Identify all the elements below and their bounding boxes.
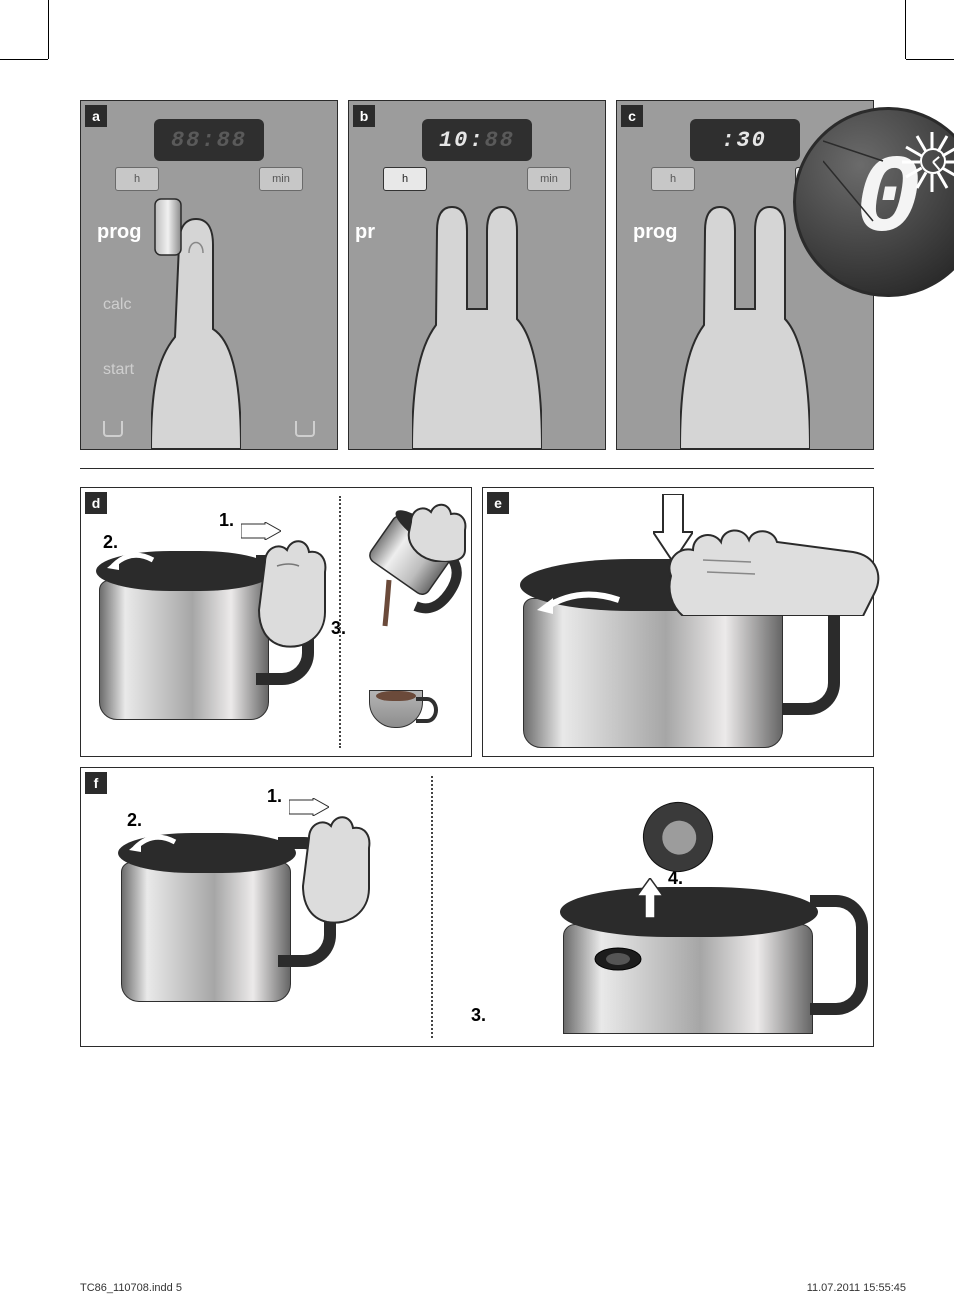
bot-row: f 1. 2. 3. 4. (80, 767, 874, 1047)
lid-hole-icon (593, 946, 643, 972)
crop-mark (0, 59, 48, 60)
cup-icon (103, 421, 123, 437)
lcd-text: 10: (439, 128, 485, 153)
panel-a: a 88:88 h min prog calc start (80, 100, 338, 450)
hand-grip-icon (255, 532, 335, 652)
lid-flap-icon (634, 793, 722, 881)
hand-grip-icon (299, 808, 379, 928)
panel-b: b 10:88 h min pr (348, 100, 606, 450)
panel-tag-b: b (353, 105, 375, 127)
hand-press-icon (663, 506, 883, 616)
footer-file: TC86_110708.indd 5 (80, 1282, 182, 1294)
prog-label: prog (97, 221, 141, 244)
hand-two-fingers-icon (412, 189, 542, 449)
dotted-divider (431, 776, 433, 1038)
carafe-icon (121, 862, 291, 1002)
panel-d: d 1. 2. 3. (80, 487, 472, 757)
top-row: a 88:88 h min prog calc start (80, 100, 874, 450)
hand-two-fingers-icon (680, 189, 810, 449)
prog-slider-icon[interactable] (153, 197, 183, 257)
dotted-divider (339, 496, 341, 748)
footer-stamp: 11.07.2011 15:55:45 (807, 1282, 906, 1294)
minute-button[interactable]: min (259, 167, 303, 191)
hour-button[interactable]: h (651, 167, 695, 191)
lift-arrow-icon (637, 878, 663, 918)
lcd-display-b: 10:88 (422, 119, 532, 161)
panel-tag-d: d (85, 492, 107, 514)
lcd-dim-text: 88 (485, 128, 515, 153)
panel-e: e (482, 487, 874, 757)
cup-icon (295, 421, 315, 437)
lcd-display-c: :30 (690, 119, 800, 161)
clock-icon (920, 148, 946, 174)
panel-tag-a: a (85, 105, 107, 127)
panel-tag-f: f (85, 772, 107, 794)
carafe-icon (99, 580, 269, 720)
coffee-cup-icon (369, 690, 423, 728)
page-footer: TC86_110708.indd 5 11.07.2011 15:55:45 (80, 1282, 906, 1294)
panel-tag-e: e (487, 492, 509, 514)
hour-button[interactable]: h (383, 167, 427, 191)
carafe-icon (523, 598, 783, 748)
step-number: 3. (471, 1005, 486, 1026)
crop-mark (906, 59, 954, 60)
start-label: start (103, 361, 134, 379)
panel-f: f 1. 2. 3. 4. (80, 767, 874, 1047)
lcd-text: 88:88 (171, 128, 247, 153)
prog-label: prog (633, 221, 677, 244)
rotate-arrow-icon (129, 828, 179, 852)
step-number: 1. (219, 510, 234, 531)
hand-pour-icon (401, 492, 471, 562)
mid-row: d 1. 2. 3. (80, 487, 874, 757)
crop-mark (905, 0, 906, 59)
rotate-arrow-icon (535, 584, 625, 614)
crop-mark (48, 0, 49, 59)
prog-label: pr (355, 221, 375, 244)
rotate-arrow-icon (107, 546, 157, 570)
carafe-top-icon (563, 924, 813, 1034)
minute-button[interactable]: min (527, 167, 571, 191)
lcd-display-a: 88:88 (154, 119, 264, 161)
leader-line (823, 131, 903, 241)
lcd-text: :30 (721, 128, 767, 153)
panel-c: c :30 h min prog 0 (616, 100, 874, 450)
panel-tag-c: c (621, 105, 643, 127)
divider (80, 468, 874, 469)
step-number: 1. (267, 786, 282, 807)
manual-page: a 88:88 h min prog calc start (80, 100, 874, 1200)
calc-label: calc (103, 296, 131, 314)
hour-button[interactable]: h (115, 167, 159, 191)
